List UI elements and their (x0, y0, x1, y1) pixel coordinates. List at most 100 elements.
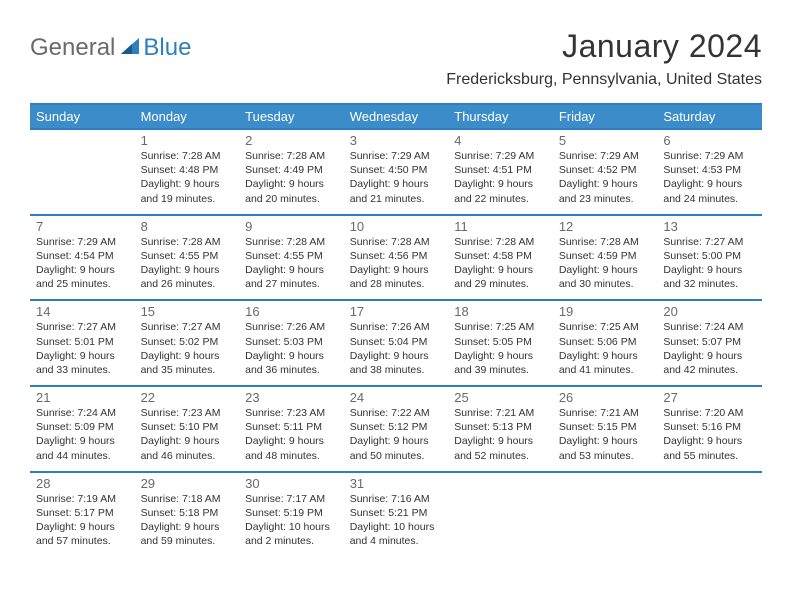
brand-text-blue: Blue (143, 34, 191, 62)
month-title: January 2024 (446, 28, 762, 65)
day-info: Sunrise: 7:28 AMSunset: 4:55 PMDaylight:… (141, 235, 234, 292)
day-info: Sunrise: 7:21 AMSunset: 5:15 PMDaylight:… (559, 406, 652, 463)
weekday-header: Monday (135, 104, 240, 129)
calendar-day-cell: 16Sunrise: 7:26 AMSunset: 5:03 PMDayligh… (239, 300, 344, 386)
day-info: Sunrise: 7:17 AMSunset: 5:19 PMDaylight:… (245, 492, 338, 549)
day-info: Sunrise: 7:24 AMSunset: 5:07 PMDaylight:… (663, 320, 756, 377)
day-info: Sunrise: 7:27 AMSunset: 5:01 PMDaylight:… (36, 320, 129, 377)
calendar-empty-cell (553, 472, 658, 557)
day-info: Sunrise: 7:25 AMSunset: 5:05 PMDaylight:… (454, 320, 547, 377)
calendar-day-cell: 31Sunrise: 7:16 AMSunset: 5:21 PMDayligh… (344, 472, 449, 557)
day-number: 3 (350, 133, 443, 148)
calendar-week-row: 21Sunrise: 7:24 AMSunset: 5:09 PMDayligh… (30, 386, 762, 472)
day-number: 8 (141, 219, 234, 234)
calendar-week-row: 1Sunrise: 7:28 AMSunset: 4:48 PMDaylight… (30, 129, 762, 215)
day-number: 23 (245, 390, 338, 405)
day-number: 13 (663, 219, 756, 234)
calendar-day-cell: 29Sunrise: 7:18 AMSunset: 5:18 PMDayligh… (135, 472, 240, 557)
day-info: Sunrise: 7:18 AMSunset: 5:18 PMDaylight:… (141, 492, 234, 549)
day-number: 22 (141, 390, 234, 405)
day-info: Sunrise: 7:27 AMSunset: 5:02 PMDaylight:… (141, 320, 234, 377)
day-info: Sunrise: 7:23 AMSunset: 5:10 PMDaylight:… (141, 406, 234, 463)
day-number: 21 (36, 390, 129, 405)
title-block: January 2024 Fredericksburg, Pennsylvani… (446, 28, 762, 89)
day-info: Sunrise: 7:28 AMSunset: 4:48 PMDaylight:… (141, 149, 234, 206)
day-number: 19 (559, 304, 652, 319)
day-number: 16 (245, 304, 338, 319)
calendar-day-cell: 25Sunrise: 7:21 AMSunset: 5:13 PMDayligh… (448, 386, 553, 472)
day-number: 26 (559, 390, 652, 405)
calendar-empty-cell (30, 129, 135, 215)
calendar-day-cell: 14Sunrise: 7:27 AMSunset: 5:01 PMDayligh… (30, 300, 135, 386)
calendar-day-cell: 4Sunrise: 7:29 AMSunset: 4:51 PMDaylight… (448, 129, 553, 215)
day-number: 30 (245, 476, 338, 491)
calendar-day-cell: 13Sunrise: 7:27 AMSunset: 5:00 PMDayligh… (657, 215, 762, 301)
calendar-day-cell: 15Sunrise: 7:27 AMSunset: 5:02 PMDayligh… (135, 300, 240, 386)
day-info: Sunrise: 7:28 AMSunset: 4:58 PMDaylight:… (454, 235, 547, 292)
day-number: 14 (36, 304, 129, 319)
day-number: 1 (141, 133, 234, 148)
calendar-day-cell: 2Sunrise: 7:28 AMSunset: 4:49 PMDaylight… (239, 129, 344, 215)
calendar-day-cell: 21Sunrise: 7:24 AMSunset: 5:09 PMDayligh… (30, 386, 135, 472)
calendar-empty-cell (448, 472, 553, 557)
day-number: 9 (245, 219, 338, 234)
day-info: Sunrise: 7:20 AMSunset: 5:16 PMDaylight:… (663, 406, 756, 463)
calendar-day-cell: 28Sunrise: 7:19 AMSunset: 5:17 PMDayligh… (30, 472, 135, 557)
day-info: Sunrise: 7:26 AMSunset: 5:03 PMDaylight:… (245, 320, 338, 377)
day-number: 17 (350, 304, 443, 319)
location-text: Fredericksburg, Pennsylvania, United Sta… (446, 71, 762, 89)
day-info: Sunrise: 7:28 AMSunset: 4:59 PMDaylight:… (559, 235, 652, 292)
calendar-day-cell: 30Sunrise: 7:17 AMSunset: 5:19 PMDayligh… (239, 472, 344, 557)
calendar-day-cell: 9Sunrise: 7:28 AMSunset: 4:55 PMDaylight… (239, 215, 344, 301)
day-number: 12 (559, 219, 652, 234)
header: General Blue January 2024 Fredericksburg… (30, 28, 762, 89)
day-info: Sunrise: 7:24 AMSunset: 5:09 PMDaylight:… (36, 406, 129, 463)
day-info: Sunrise: 7:29 AMSunset: 4:50 PMDaylight:… (350, 149, 443, 206)
day-number: 24 (350, 390, 443, 405)
calendar-day-cell: 23Sunrise: 7:23 AMSunset: 5:11 PMDayligh… (239, 386, 344, 472)
calendar-day-cell: 10Sunrise: 7:28 AMSunset: 4:56 PMDayligh… (344, 215, 449, 301)
weekday-header: Friday (553, 104, 658, 129)
calendar-day-cell: 1Sunrise: 7:28 AMSunset: 4:48 PMDaylight… (135, 129, 240, 215)
day-info: Sunrise: 7:23 AMSunset: 5:11 PMDaylight:… (245, 406, 338, 463)
day-number: 15 (141, 304, 234, 319)
day-number: 31 (350, 476, 443, 491)
calendar-day-cell: 7Sunrise: 7:29 AMSunset: 4:54 PMDaylight… (30, 215, 135, 301)
calendar-week-row: 14Sunrise: 7:27 AMSunset: 5:01 PMDayligh… (30, 300, 762, 386)
day-info: Sunrise: 7:16 AMSunset: 5:21 PMDaylight:… (350, 492, 443, 549)
day-info: Sunrise: 7:25 AMSunset: 5:06 PMDaylight:… (559, 320, 652, 377)
brand-text-general: General (30, 34, 115, 62)
calendar-day-cell: 27Sunrise: 7:20 AMSunset: 5:16 PMDayligh… (657, 386, 762, 472)
day-info: Sunrise: 7:29 AMSunset: 4:53 PMDaylight:… (663, 149, 756, 206)
weekday-header: Sunday (30, 104, 135, 129)
calendar-day-cell: 3Sunrise: 7:29 AMSunset: 4:50 PMDaylight… (344, 129, 449, 215)
day-number: 18 (454, 304, 547, 319)
calendar-day-cell: 22Sunrise: 7:23 AMSunset: 5:10 PMDayligh… (135, 386, 240, 472)
day-number: 29 (141, 476, 234, 491)
day-number: 5 (559, 133, 652, 148)
calendar-day-cell: 20Sunrise: 7:24 AMSunset: 5:07 PMDayligh… (657, 300, 762, 386)
day-number: 11 (454, 219, 547, 234)
day-number: 27 (663, 390, 756, 405)
calendar-day-cell: 11Sunrise: 7:28 AMSunset: 4:58 PMDayligh… (448, 215, 553, 301)
day-info: Sunrise: 7:28 AMSunset: 4:49 PMDaylight:… (245, 149, 338, 206)
day-info: Sunrise: 7:29 AMSunset: 4:52 PMDaylight:… (559, 149, 652, 206)
calendar-head: SundayMondayTuesdayWednesdayThursdayFrid… (30, 104, 762, 129)
calendar-day-cell: 12Sunrise: 7:28 AMSunset: 4:59 PMDayligh… (553, 215, 658, 301)
day-info: Sunrise: 7:27 AMSunset: 5:00 PMDaylight:… (663, 235, 756, 292)
brand-sail-icon (119, 36, 141, 61)
weekday-header: Tuesday (239, 104, 344, 129)
day-number: 25 (454, 390, 547, 405)
calendar-empty-cell (657, 472, 762, 557)
day-info: Sunrise: 7:26 AMSunset: 5:04 PMDaylight:… (350, 320, 443, 377)
day-number: 2 (245, 133, 338, 148)
day-info: Sunrise: 7:21 AMSunset: 5:13 PMDaylight:… (454, 406, 547, 463)
calendar-day-cell: 26Sunrise: 7:21 AMSunset: 5:15 PMDayligh… (553, 386, 658, 472)
weekday-header: Saturday (657, 104, 762, 129)
day-number: 7 (36, 219, 129, 234)
day-number: 4 (454, 133, 547, 148)
calendar-table: SundayMondayTuesdayWednesdayThursdayFrid… (30, 103, 762, 556)
brand-logo: General Blue (30, 28, 191, 62)
calendar-day-cell: 6Sunrise: 7:29 AMSunset: 4:53 PMDaylight… (657, 129, 762, 215)
calendar-week-row: 7Sunrise: 7:29 AMSunset: 4:54 PMDaylight… (30, 215, 762, 301)
